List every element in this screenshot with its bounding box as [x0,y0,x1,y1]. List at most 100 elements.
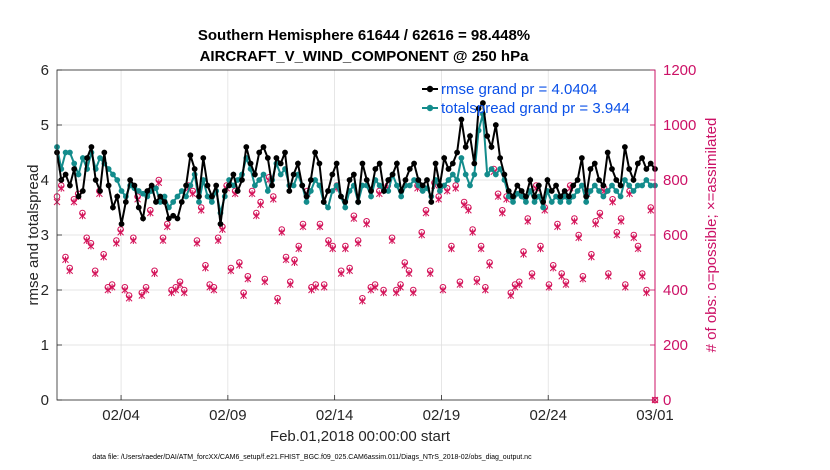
obs-assimilated-point [507,292,515,299]
totalspread-point [587,188,594,194]
obs-assimilated-point [554,223,561,231]
obs-assimilated-point [613,231,621,239]
rmse-point [196,193,202,200]
obs-assimilated-point [456,281,464,288]
obs-assimilated-point [409,289,417,297]
rmse-point [174,215,181,222]
rmse-point [428,199,435,205]
rmse-point [510,193,516,200]
legend-spread-label: totalspread grand pr = 3.944 [441,100,630,117]
rmse-point [329,171,336,178]
obs-assimilated-point [515,281,523,288]
rmse-point [256,149,263,156]
rmse-point [333,160,340,167]
rmse-point [454,149,461,156]
rmse-point [148,182,155,189]
rmse-point [191,166,198,172]
rmse-point [320,199,327,205]
rmse-point [338,193,344,200]
obs-assimilated-point [643,289,650,297]
rmse-point [161,199,168,205]
rmse-point [101,149,108,156]
obs-assimilated-point [537,245,544,253]
totalspread-point [170,199,177,205]
totalspread-point [230,182,237,189]
totalspread-point [578,182,585,189]
rmse-point [462,144,469,150]
rmse-point [135,204,142,211]
obs-assimilated-point [592,220,599,228]
legend-spread-marker [426,104,434,112]
rmse-point [540,199,547,205]
totalspread-point [140,190,146,197]
rmse-point [381,188,387,194]
obs-assimilated-point [473,278,481,286]
obs-assimilated-point [647,206,655,214]
obs-assimilated-point [621,283,629,291]
rmse-point [436,182,443,189]
obs-assimilated-point [482,286,489,294]
obs-assimilated-point [219,226,226,233]
rmse-point [153,199,159,205]
totalspread-point [118,188,125,194]
obs-assimilated-point [142,286,150,294]
totalspread-point [114,177,121,183]
obs-assimilated-point [125,294,133,302]
obs-assimilated-point [545,283,553,291]
obs-assimilated-point [494,193,502,200]
rmse-point [458,116,465,123]
totalspread-point [454,177,461,183]
rmse-point [140,215,146,222]
rmse-point [178,199,185,205]
rmse-point [170,212,177,219]
totalspread-point [505,193,512,200]
obs-assimilated-point [312,283,320,291]
totalspread-point [393,182,400,189]
totalspread-point [110,171,116,178]
rmse-point [505,188,512,194]
obs-assimilated-point [634,245,642,253]
y-tick-label-left: 4 [41,172,49,189]
rmse-point [475,105,482,112]
rmse-point [251,171,258,178]
totalspread-point [445,177,452,183]
totalspread-point [161,193,168,200]
obs-assimilated-point [498,209,506,217]
obs-assimilated-point [380,289,387,297]
obs-assimilated-point [316,223,324,231]
obs-assimilated-point [346,267,353,275]
obs-assimilated-point [248,190,256,198]
obs-assimilated-point [562,281,570,288]
rmse-point [307,177,314,183]
obs-assimilated-point [295,245,303,253]
obs-assimilated-point [443,187,451,195]
obs-assimilated-point [193,239,201,247]
rmse-point [213,182,220,189]
obs-assimilated-point [609,198,616,206]
rmse-point [342,199,349,205]
totalspread-point [626,182,633,189]
rmse-point [402,177,409,183]
totalspread-point [467,182,473,189]
y-tick-label-right: 0 [663,392,671,409]
totalspread-point [368,193,374,200]
totalspread-point [583,199,590,205]
totalspread-point [643,177,650,183]
obs-assimilated-point [418,231,426,239]
rmse-point [467,133,473,139]
totalspread-point [621,177,628,183]
obs-assimilated-point [465,206,472,214]
obs-assimilated-point [100,253,108,261]
rmse-point [372,166,379,172]
y-tick-label-right: 600 [663,227,688,244]
obs-assimilated-point [227,267,235,275]
totalspread-point [570,193,577,200]
rmse-point [312,149,319,156]
totalspread-point [312,177,319,183]
obs-assimilated-point [62,256,69,264]
rmse-point [385,177,392,183]
rmse-point [643,166,650,172]
obs-assimilated-point [274,297,281,305]
totalspread-point [196,199,202,205]
